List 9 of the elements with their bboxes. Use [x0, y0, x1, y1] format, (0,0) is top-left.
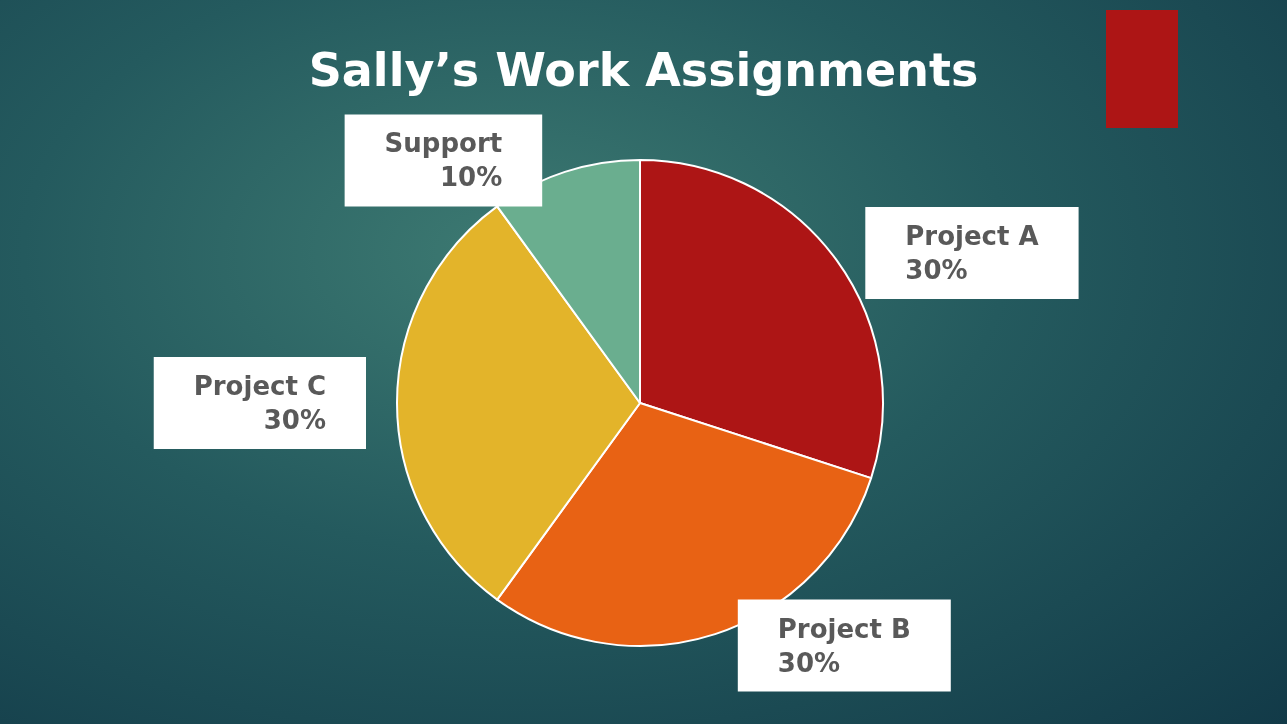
data-label: 10% — [439, 162, 503, 193]
slice-label: Project C — [193, 371, 326, 401]
slice-label: Support — [384, 128, 503, 159]
slice-label: Project B — [777, 613, 911, 644]
data-label: 30% — [905, 255, 968, 286]
chart-title: Sally’s Work Assignments — [308, 43, 979, 97]
data-label: 30% — [777, 647, 841, 678]
slice-label: Project A — [905, 221, 1039, 252]
data-label: 30% — [263, 405, 326, 435]
